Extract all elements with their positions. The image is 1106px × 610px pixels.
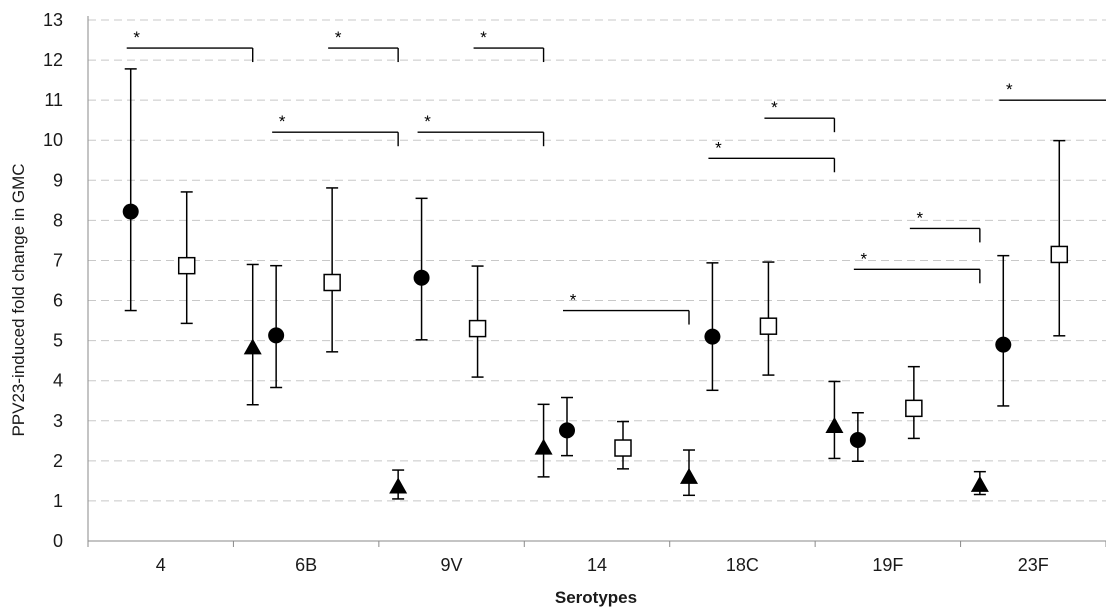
x-axis-title: Serotypes bbox=[555, 588, 637, 607]
point-circle bbox=[413, 269, 430, 286]
significance-star: * bbox=[771, 98, 778, 117]
point-circle bbox=[995, 336, 1012, 353]
y-tick-label: 11 bbox=[44, 90, 63, 110]
x-tick-labels: 4 6B 9V 14 18C 19F 23F bbox=[156, 555, 1049, 575]
point-circle bbox=[704, 328, 721, 345]
y-tick-label: 13 bbox=[43, 10, 63, 30]
significance-star: * bbox=[424, 112, 431, 131]
point-square bbox=[759, 317, 778, 335]
significance-star: * bbox=[335, 28, 342, 47]
point-square bbox=[614, 439, 632, 457]
significance-star: * bbox=[1006, 80, 1013, 99]
significance-star: * bbox=[917, 208, 924, 227]
point-triangle bbox=[534, 438, 553, 455]
x-tick-label: 14 bbox=[587, 555, 607, 575]
y-tick-label: 8 bbox=[53, 210, 63, 230]
data-marks bbox=[122, 68, 1069, 500]
point-circle bbox=[122, 203, 139, 220]
significance-star: * bbox=[133, 28, 140, 47]
point-triangle bbox=[389, 477, 408, 494]
point-triangle bbox=[680, 467, 698, 484]
point-circle bbox=[268, 327, 285, 344]
y-tick-label: 1 bbox=[53, 491, 63, 511]
gridlines bbox=[88, 19, 1106, 502]
y-tick-label: 0 bbox=[53, 531, 63, 551]
point-triangle bbox=[970, 475, 989, 492]
point-square bbox=[468, 319, 487, 338]
x-tick-label: 23F bbox=[1018, 555, 1049, 575]
significance-star: * bbox=[570, 291, 577, 310]
y-tick-label: 6 bbox=[53, 291, 63, 311]
y-tick-label: 12 bbox=[43, 50, 63, 70]
x-tick-label: 4 bbox=[156, 555, 166, 575]
point-circle bbox=[559, 422, 575, 439]
point-triangle bbox=[243, 338, 262, 355]
significance-star: * bbox=[861, 249, 868, 268]
significance-star: * bbox=[715, 138, 722, 157]
point-triangle bbox=[825, 416, 844, 433]
point-square bbox=[905, 399, 923, 418]
x-tick-label: 6B bbox=[295, 555, 317, 575]
significance-brackets: ************ bbox=[126, 28, 1106, 325]
x-tick-label: 9V bbox=[441, 555, 463, 575]
point-square bbox=[323, 273, 341, 292]
y-tick-label: 2 bbox=[53, 451, 63, 471]
x-tick-label: 18C bbox=[726, 555, 759, 575]
y-tick-label: 10 bbox=[43, 130, 63, 150]
y-tick-label: 5 bbox=[53, 331, 63, 351]
y-tick-label: 4 bbox=[53, 371, 63, 391]
y-axis-title: PPV23-induced fold change in GMC bbox=[9, 163, 28, 436]
y-tick-label: 3 bbox=[53, 411, 63, 431]
significance-star: * bbox=[279, 112, 286, 131]
y-tick-label: 7 bbox=[53, 250, 63, 270]
point-square bbox=[1050, 245, 1069, 264]
significance-star: * bbox=[480, 28, 487, 47]
point-square bbox=[177, 256, 196, 275]
y-tick-label: 9 bbox=[53, 170, 63, 190]
x-tick-label: 19F bbox=[872, 555, 903, 575]
point-circle bbox=[849, 432, 866, 449]
axes bbox=[87, 16, 1106, 547]
